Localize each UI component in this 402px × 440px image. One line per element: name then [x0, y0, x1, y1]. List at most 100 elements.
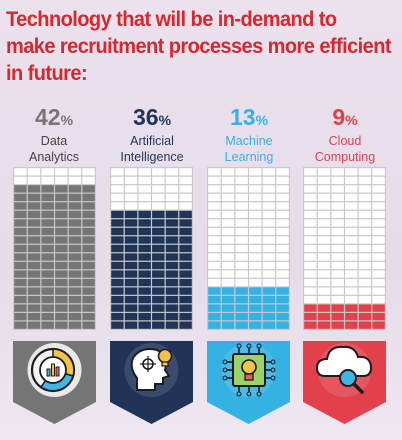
- waffle-cell: [317, 270, 331, 278]
- waffle-cell: [55, 278, 68, 287]
- waffle-cell: [235, 168, 248, 176]
- waffle-cell: [235, 185, 248, 193]
- waffle-cell: [14, 253, 27, 261]
- waffle-cell: [82, 210, 95, 219]
- waffle-cell: [276, 227, 289, 236]
- waffle-cell: [235, 321, 248, 329]
- waffle-cell: [152, 321, 165, 329]
- waffle-cell: [208, 287, 221, 295]
- waffle-cell: [138, 278, 151, 287]
- waffle-cell: [14, 278, 27, 287]
- waffle-cell: [372, 168, 385, 176]
- waffle-cell: [138, 244, 151, 253]
- waffle-cell: [221, 261, 235, 270]
- waffle-cell: [82, 278, 95, 287]
- waffle-cell: [165, 295, 179, 304]
- waffle-cell: [262, 312, 276, 321]
- waffle-cell: [82, 321, 95, 329]
- waffle-cell: [345, 193, 358, 202]
- waffle-cell: [262, 185, 276, 193]
- waffle-cell: [138, 210, 151, 219]
- waffle-cell: [82, 168, 95, 176]
- waffle-cell: [68, 261, 82, 270]
- waffle-cell: [82, 227, 95, 236]
- waffle-cell: [152, 202, 165, 210]
- waffle-cell: [111, 210, 124, 219]
- waffle-cell: [331, 176, 344, 185]
- waffle-cell: [41, 244, 54, 253]
- waffle-cell: [317, 236, 331, 244]
- waffle-cell: [221, 210, 235, 219]
- waffle-cell: [111, 244, 124, 253]
- waffle-cell: [331, 253, 344, 261]
- waffle-cell: [82, 270, 95, 278]
- waffle-frame: [303, 167, 386, 330]
- waffle-cell: [41, 312, 54, 321]
- waffle-cell: [249, 312, 262, 321]
- percent-data-analytics: 42%: [11, 104, 97, 133]
- waffle-cell: [27, 244, 41, 253]
- waffle-cell: [331, 236, 344, 244]
- waffle-cell: [345, 219, 358, 227]
- waffle-cell: [276, 210, 289, 219]
- waffle-cell: [82, 236, 95, 244]
- waffle-cell: [358, 168, 372, 176]
- waffle-cell: [111, 287, 124, 295]
- waffle-cell: [304, 295, 317, 304]
- waffle-cell: [249, 193, 262, 202]
- waffle-cell: [262, 168, 276, 176]
- waffle-cell: [358, 210, 372, 219]
- waffle-cell: [208, 295, 221, 304]
- waffle-cell: [317, 261, 331, 270]
- waffle-cell: [165, 321, 179, 329]
- waffle-cell: [372, 176, 385, 185]
- waffle-cell: [152, 287, 165, 295]
- waffle-cell: [179, 261, 192, 270]
- percent-machine-learning: 13%: [206, 104, 292, 133]
- waffle-cell: [111, 312, 124, 321]
- waffle-cell: [331, 168, 344, 176]
- waffle-cell: [14, 202, 27, 210]
- waffle-cell: [41, 270, 54, 278]
- label-line: Artificial: [130, 134, 174, 148]
- waffle-cell: [304, 253, 317, 261]
- waffle-cell: [179, 219, 192, 227]
- waffle-cell: [235, 219, 248, 227]
- percent-symbol: %: [60, 112, 74, 128]
- waffle-cell: [249, 253, 262, 261]
- waffle-cell: [358, 278, 372, 287]
- waffle-cell: [152, 176, 165, 185]
- waffle-cell: [262, 270, 276, 278]
- waffle-cell: [208, 278, 221, 287]
- waffle-cell: [249, 287, 262, 295]
- waffle-cell: [262, 210, 276, 219]
- waffle-cell: [27, 168, 41, 176]
- label-line: Cloud: [328, 134, 362, 148]
- waffle-cell: [179, 168, 192, 176]
- waffle-cell: [345, 210, 358, 219]
- label-machine-learning: Machine Learning: [206, 133, 292, 165]
- waffle-cell: [165, 193, 179, 202]
- waffle-cell: [27, 261, 41, 270]
- waffle-cell: [331, 321, 344, 329]
- waffle-cell: [82, 287, 95, 295]
- waffle-cell: [124, 278, 138, 287]
- waffle-cell: [249, 176, 262, 185]
- percent-symbol: %: [345, 112, 358, 128]
- waffle-cell: [111, 278, 124, 287]
- waffle-cell: [68, 295, 82, 304]
- waffle-cell: [179, 270, 192, 278]
- waffle-cell: [138, 236, 151, 244]
- waffle-cell: [14, 193, 27, 202]
- ai-head-icon: [130, 348, 173, 391]
- waffle-cell: [179, 253, 192, 261]
- waffle-cell: [317, 176, 331, 185]
- waffle-cell: [14, 321, 27, 329]
- waffle-cell: [138, 312, 151, 321]
- waffle-cell: [68, 176, 82, 185]
- waffle-cell: [304, 202, 317, 210]
- waffle-cell: [82, 244, 95, 253]
- waffle-cell: [249, 278, 262, 287]
- waffle-cell: [82, 219, 95, 227]
- waffle-cell: [138, 202, 151, 210]
